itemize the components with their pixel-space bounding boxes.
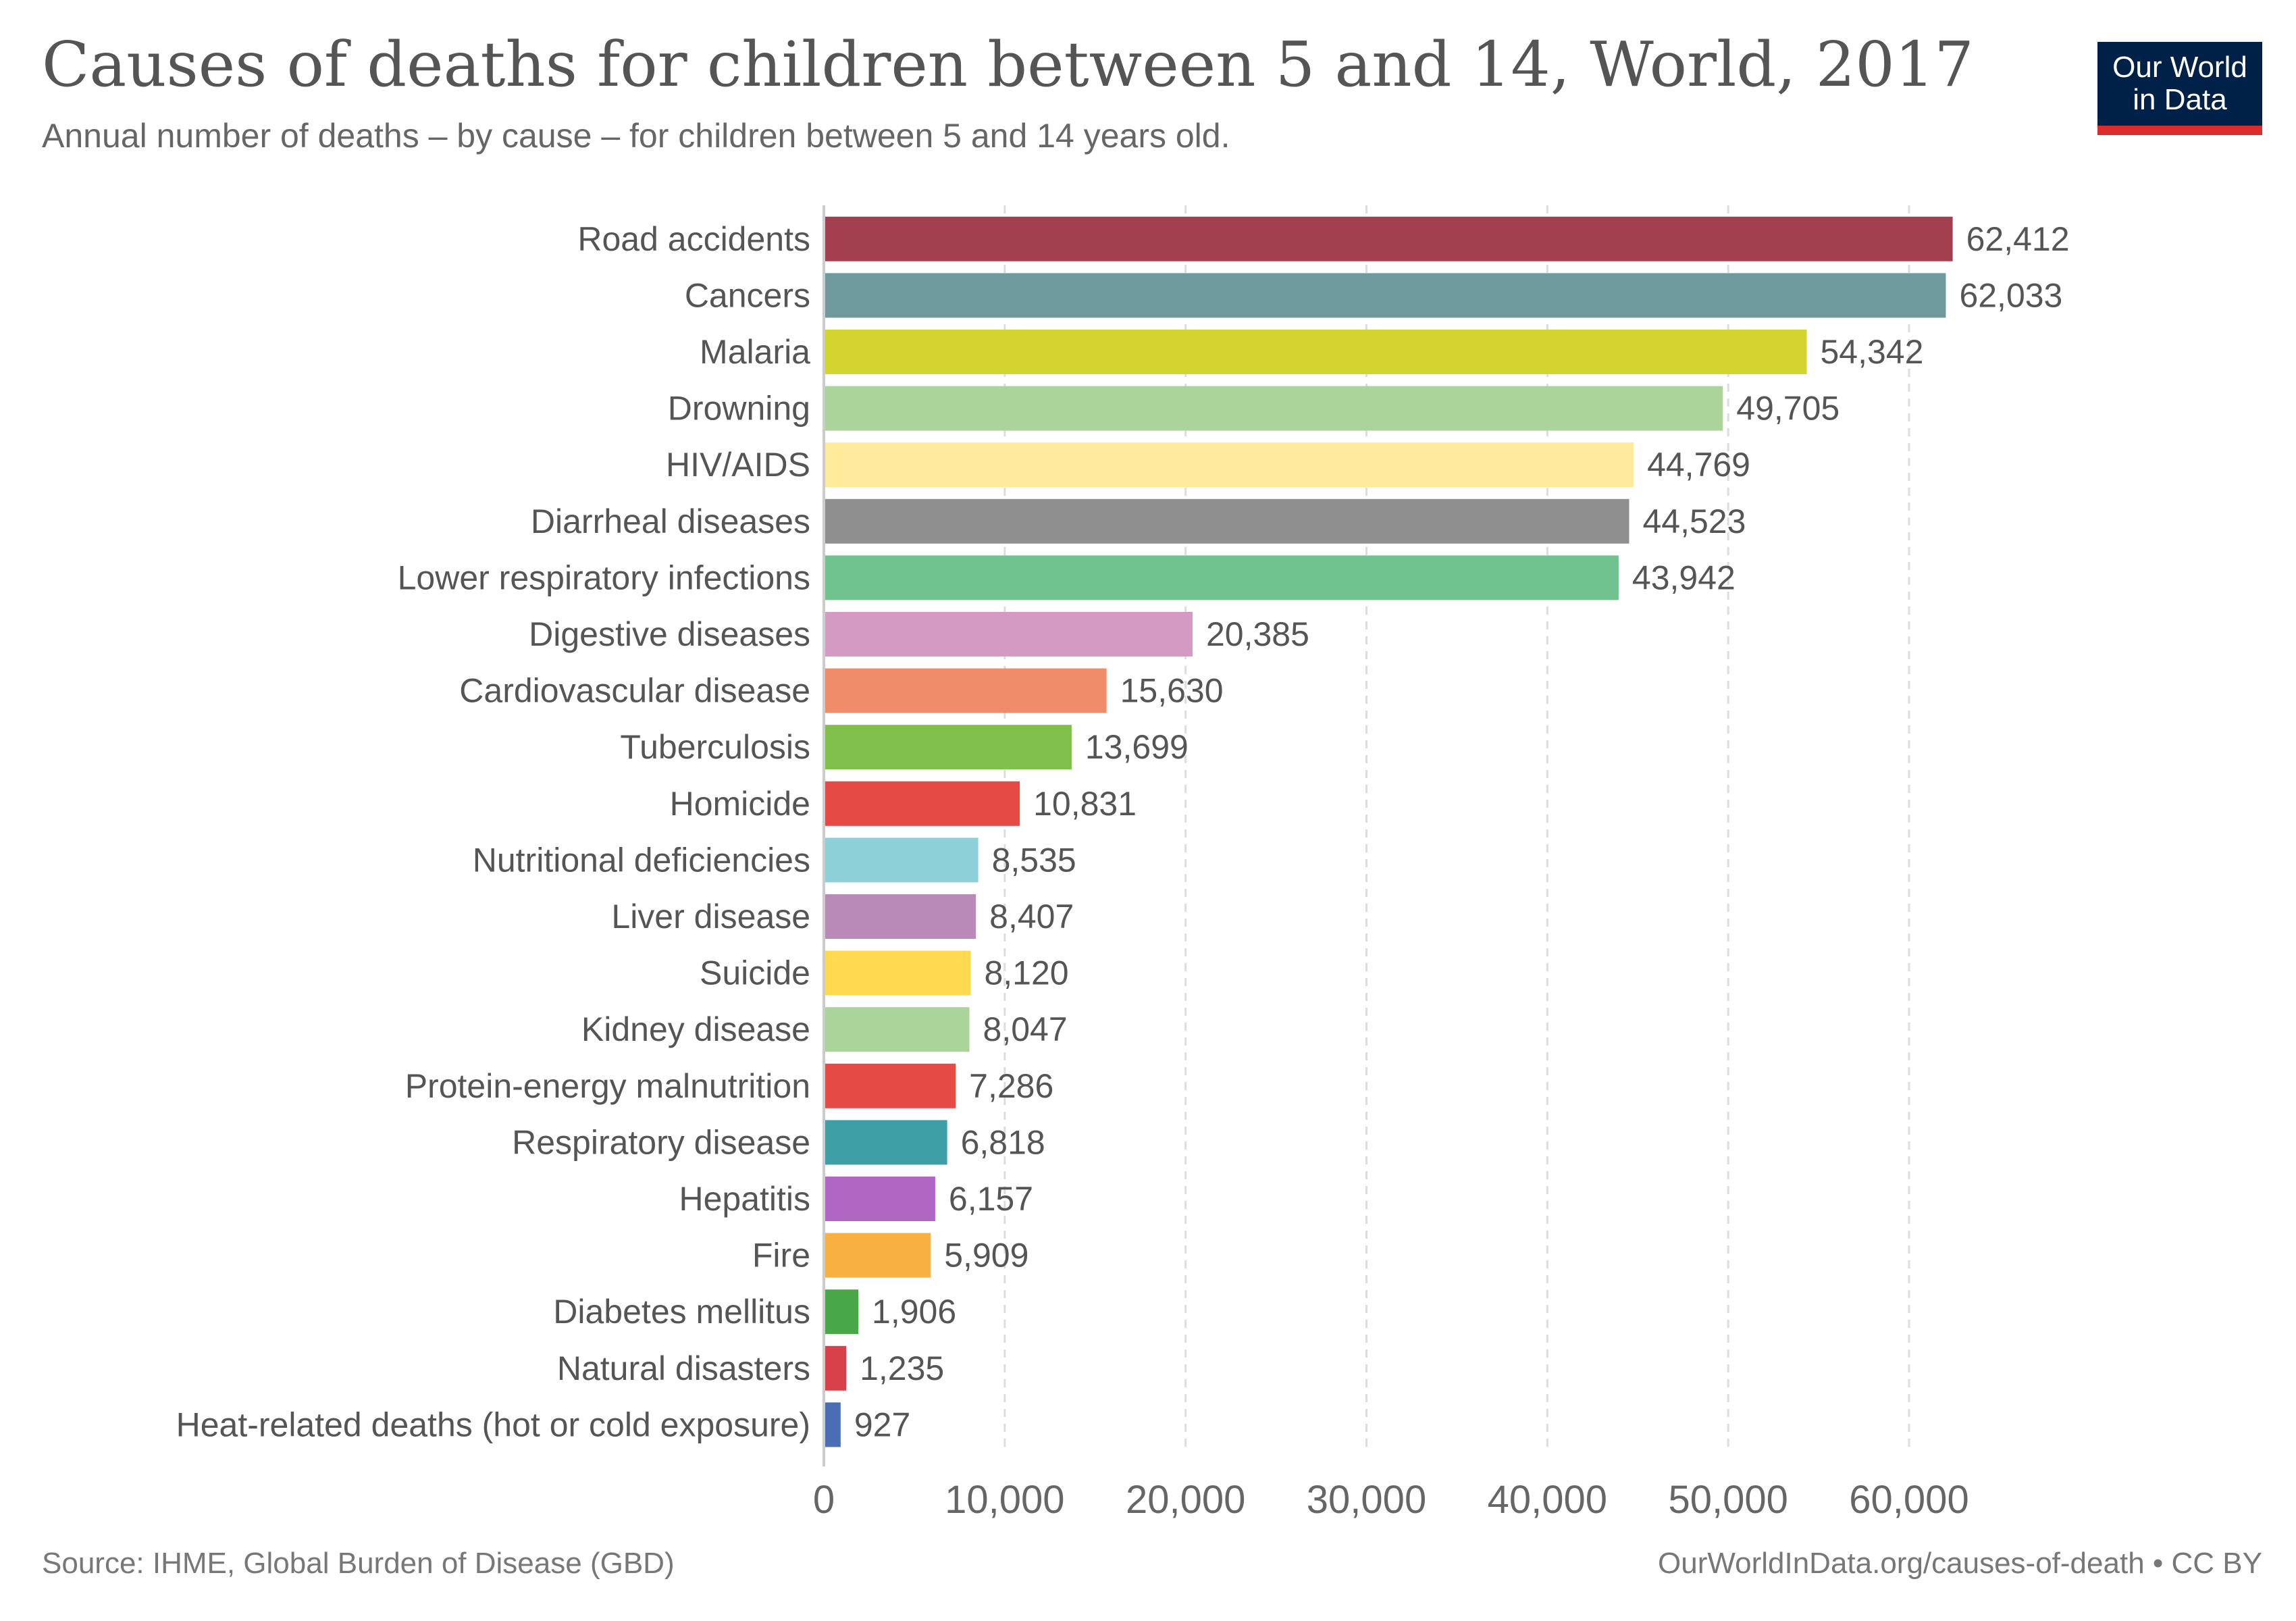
value-label: 10,831 [1033,785,1137,823]
bar [824,555,1619,600]
x-tick-label: 30,000 [1307,1478,1426,1522]
value-label: 13,699 [1085,728,1189,766]
value-label: 8,407 [989,898,1074,935]
value-label: 44,523 [1642,503,1746,540]
category-label: Diabetes mellitus [553,1293,810,1331]
x-tick-label: 50,000 [1668,1478,1788,1522]
x-tick-label: 60,000 [1849,1478,1968,1522]
logo-line-2: in Data [2133,83,2227,116]
category-label: Cancers [685,276,810,314]
bar [824,1007,970,1052]
bar [824,1063,956,1108]
category-label: Heat-related deaths (hot or cold exposur… [176,1406,810,1443]
bar [824,838,979,883]
category-label: Respiratory disease [512,1123,810,1161]
x-tick-label: 10,000 [945,1478,1064,1522]
value-label: 62,033 [1959,276,2062,314]
bar [824,273,1946,318]
bar [824,725,1072,770]
category-label: Natural disasters [557,1349,810,1387]
category-label: Tuberculosis [620,728,810,766]
x-tick-label: 20,000 [1126,1478,1245,1522]
value-label: 5,909 [944,1237,1028,1275]
category-label: Fire [752,1237,810,1275]
x-tick-label: 0 [813,1478,835,1522]
x-tick-label: 40,000 [1488,1478,1607,1522]
bar [824,442,1634,488]
bar [824,330,1807,374]
bar [824,1402,841,1447]
value-label: 6,818 [961,1123,1045,1161]
value-label: 1,235 [860,1349,944,1387]
value-label: 1,906 [872,1293,956,1331]
category-label: Protein-energy malnutrition [405,1067,810,1105]
value-label: 8,120 [984,954,1068,992]
category-label: Drowning [668,390,810,428]
value-label: 927 [854,1406,910,1443]
owid-logo[interactable]: Our World in Data [2097,42,2262,135]
category-label: Malaria [700,333,810,371]
value-label: 7,286 [969,1067,1053,1105]
bar-chart: 0 10,000 20,000 30,000 40,000 50,000 60,000 Roa… [176,205,2070,1522]
bar [824,612,1193,657]
value-label: 20,385 [1206,615,1309,653]
bar [824,950,971,996]
value-label: 6,157 [949,1180,1033,1218]
value-label: 44,769 [1647,446,1750,484]
category-label: HIV/AIDS [666,446,810,484]
category-label: Homicide [670,785,810,823]
bar [824,894,976,939]
value-label: 54,342 [1820,333,1923,371]
value-label: 8,535 [992,841,1076,879]
bar [824,1233,931,1278]
logo-line-1: Our World [2112,51,2247,84]
source-note: Source: IHME, Global Burden of Disease (… [42,1547,675,1580]
bar [824,668,1107,713]
bar [824,781,1020,826]
category-label: Hepatitis [679,1180,810,1218]
value-label: 43,942 [1632,559,1736,596]
category-label: Diarrheal diseases [531,503,810,540]
chart-subtitle: Annual number of deaths – by cause – for… [42,117,1230,155]
bar [824,1345,847,1391]
category-label: Suicide [700,954,810,992]
bar [824,216,1953,261]
value-label: 8,047 [983,1010,1068,1048]
value-label: 49,705 [1736,390,1840,428]
category-label: Nutritional deficiencies [473,841,810,879]
category-label: Liver disease [611,898,810,935]
chart-title: Causes of deaths for children between 5 … [42,28,1974,101]
category-label: Lower respiratory infections [398,559,810,596]
bar [824,1177,935,1221]
bar [824,498,1629,544]
category-label: Digestive diseases [529,615,810,653]
bar [824,1289,859,1335]
category-label: Cardiovascular disease [459,672,810,710]
bar [824,386,1723,431]
bar [824,1120,947,1165]
category-label: Kidney disease [581,1010,810,1048]
category-label: Road accidents [577,220,810,258]
source-link[interactable]: OurWorldInData.org/causes-of-death • CC … [1658,1547,2262,1580]
value-label: 15,630 [1120,672,1224,710]
value-label: 62,412 [1966,220,2070,258]
